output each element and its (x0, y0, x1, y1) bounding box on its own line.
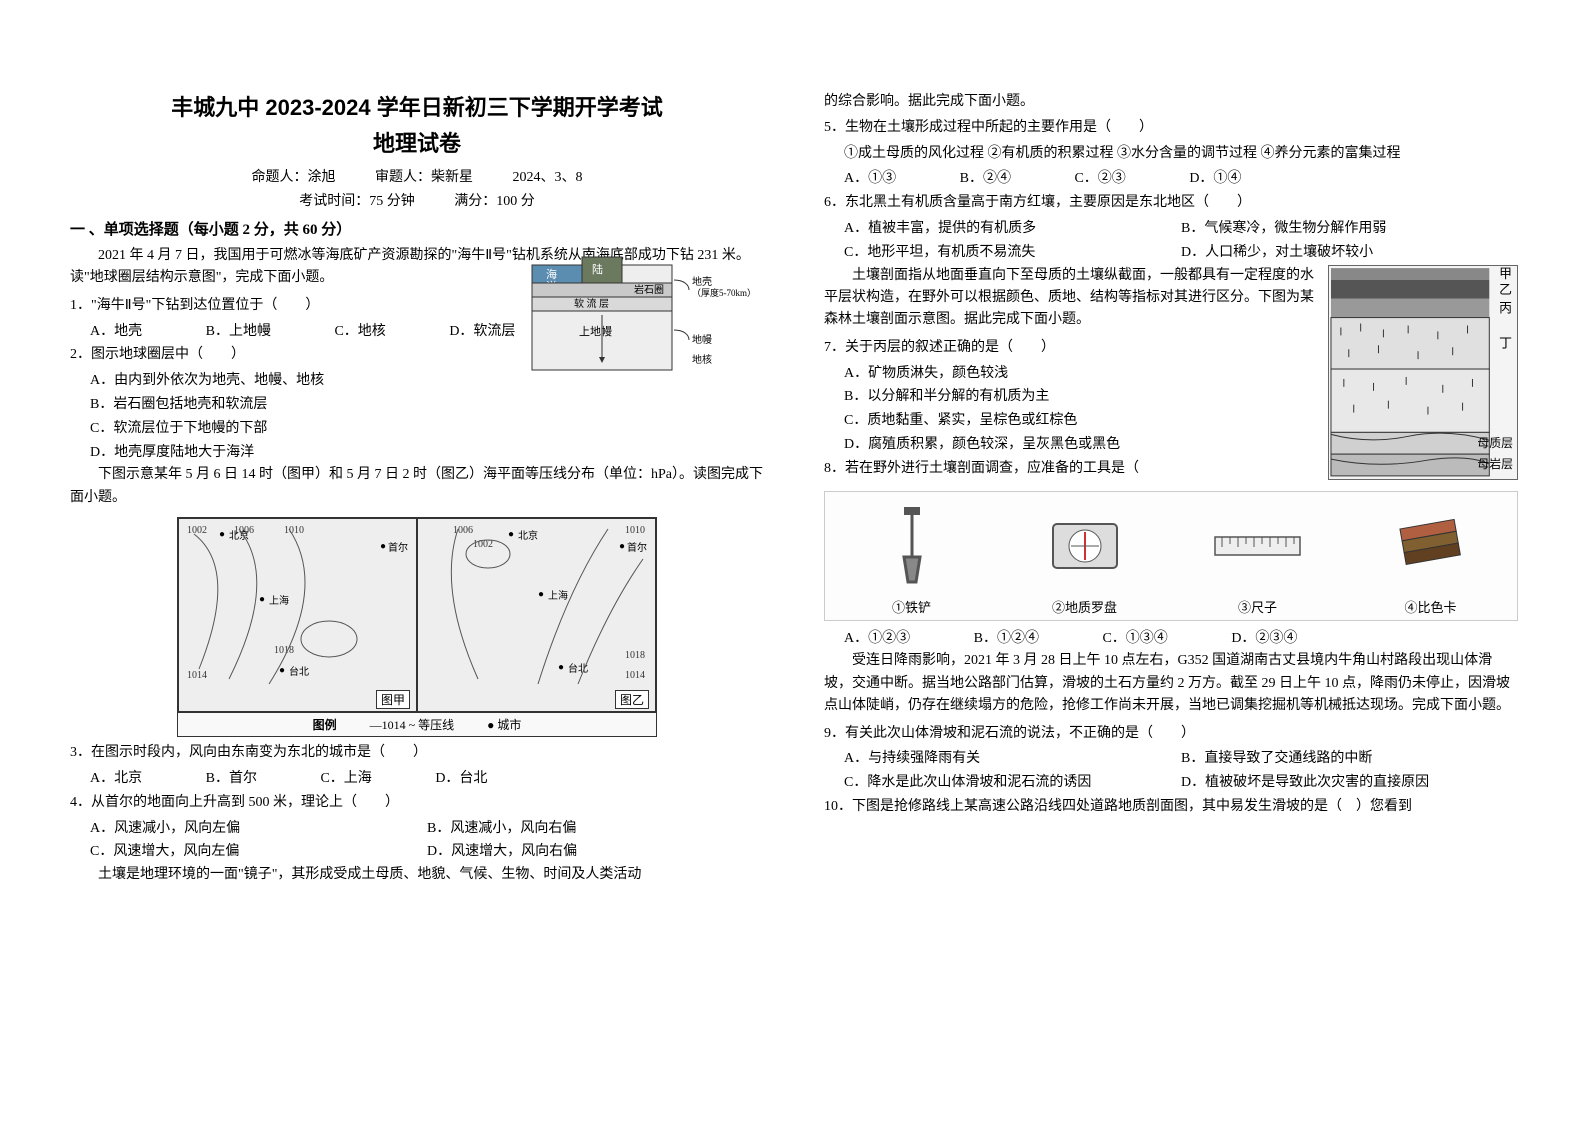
label-land: 陆 (592, 262, 603, 276)
isobar-maps: 1002 1006 1010 1014 1018 ●北京 ●首尔 ●上海 ●台北… (177, 517, 657, 737)
q6-opt-a: A．植被丰富，提供的有机质多 (844, 217, 1181, 241)
svg-text:（厚度5-70km）: （厚度5-70km） (692, 287, 756, 298)
meta-date: 2024、3、8 (513, 170, 583, 185)
q8-opt-a: A．①②③ (844, 627, 910, 651)
passage-5: 受连日降雨影响，2021 年 3 月 28 日上午 10 点左右，G352 国道… (824, 650, 1518, 717)
q2-opt-b: B．岩石圈包括地壳和软流层 (90, 393, 764, 417)
q4-opt-b: B．风速减小，风向右偏 (427, 817, 764, 841)
label-crust: 地壳 (692, 275, 712, 288)
q8-opt-b: B．①②④ (974, 627, 1039, 651)
passage-3-start: 土壤是地理环境的一面"镜子"，其形成受成土母质、地貌、气候、生物、时间及人类活动 (70, 864, 764, 886)
tools-figure: ①铁铲 ②地质罗盘 ③尺子 ④比色卡 (824, 491, 1518, 621)
q2-opt-c: C．软流层位于下地幔的下部 (90, 417, 764, 441)
passage-2: 下图示意某年 5 月 6 日 14 时（图甲）和 5 月 7 日 2 时（图乙）… (70, 464, 764, 509)
q1-opt-d: D．软流层 (449, 320, 515, 344)
compass-icon (998, 492, 1171, 597)
meta-row-1: 命题人：涂旭 审题人：柴新星 2024、3、8 (70, 166, 764, 186)
q6-opt-d: D．人口稀少，对土壤破坏较小 (1181, 241, 1518, 265)
right-column: 的综合影响。据此完成下面小题。 5．生物在土壤形成过程中所起的主要作用是（ ） … (794, 90, 1548, 1083)
q3-options: A．北京 B．首尔 C．上海 D．台北 (70, 767, 764, 791)
q5-opt-a: A．①③ (844, 167, 896, 191)
map-yi: 1006 1002 1010 1018 1014 ●北京 ●首尔 ●上海 ●台北… (417, 518, 656, 712)
maps-legend: 图例 —1014 ~ 等压线 ● 城市 (178, 712, 656, 736)
ruler-icon (1171, 492, 1344, 597)
svg-text:丁: 丁 (1499, 336, 1512, 350)
q3-opt-d: D．台北 (435, 767, 487, 791)
tool-colorcard: ④比色卡 (1344, 492, 1517, 620)
passage-3-cont: 的综合影响。据此完成下面小题。 (824, 90, 1518, 114)
q9-opt-b: B．直接导致了交通线路的中断 (1181, 747, 1518, 771)
q1-opt-c: C．地核 (334, 320, 385, 344)
q5-opt-d: D．①④ (1189, 167, 1241, 191)
label-core: 地核 (692, 353, 712, 366)
q4: 4．从首尔的地面向上升高到 500 米，理论上（ ） (70, 791, 764, 815)
q8-opt-c: C．①③④ (1102, 627, 1167, 651)
q9-options: A．与持续强降雨有关 B．直接导致了交通线路的中断 C．降水是此次山体滑坡和泥石… (824, 747, 1518, 795)
left-column: 丰城九中 2023-2024 学年日新初三下学期开学考试 地理试卷 命题人：涂旭… (40, 90, 794, 1083)
q4-opt-d: D．风速增大，风向右偏 (427, 840, 764, 864)
q6-opt-c: C．地形平坦，有机质不易流失 (844, 241, 1181, 265)
q5: 5．生物在土壤形成过程中所起的主要作用是（ ） (824, 116, 1518, 140)
meta-author: 命题人：涂旭 (252, 170, 336, 185)
svg-text:甲: 甲 (1499, 267, 1512, 281)
q4-opt-c: C．风速增大，风向左偏 (90, 840, 427, 864)
q5-opt-c: C．②③ (1074, 167, 1125, 191)
q9-opt-d: D．植被破坏是导致此次灾害的直接原因 (1181, 771, 1518, 795)
label-ocean: 海 (546, 267, 557, 281)
tool-ruler: ③尺子 (1171, 492, 1344, 620)
svg-text:乙: 乙 (1499, 282, 1512, 296)
q6-options: A．植被丰富，提供的有机质多 B．气候寒冷，微生物分解作用弱 C．地形平坦，有机… (824, 217, 1518, 265)
q1-opt-a: A．地壳 (90, 320, 142, 344)
q1-opt-b: B．上地幔 (206, 320, 271, 344)
q10: 10．下图是抢修路线上某高速公路沿线四处道路地质剖面图，其中易发生滑坡的是（ ）… (824, 795, 1518, 819)
q4-options: A．风速减小，风向左偏 B．风速减小，风向右偏 C．风速增大，风向左偏 D．风速… (70, 817, 764, 865)
meta-time: 考试时间：75 分钟 (299, 194, 415, 209)
q3: 3．在图示时段内，风向由东南变为东北的城市是（ ） (70, 741, 764, 765)
passage-1-wrap: 2021 年 4 月 7 日，我国用于可燃冰等海底矿产资源勘探的"海牛Ⅱ号"钻机… (70, 245, 764, 464)
tool-compass: ②地质罗盘 (998, 492, 1171, 620)
q6-opt-b: B．气候寒冷，微生物分解作用弱 (1181, 217, 1518, 241)
map-label-jia: 图甲 (376, 690, 410, 709)
q5-options: A．①③ B．②④ C．②③ D．①④ (824, 167, 1518, 191)
q8-opt-d: D．②③④ (1231, 627, 1297, 651)
label-lithosphere: 岩石圈 (634, 283, 664, 296)
svg-text:丙: 丙 (1499, 301, 1512, 315)
soil-profile-diagram: 甲 乙 丙 丁 母质层 母岩层 (1328, 265, 1518, 480)
map-jia: 1002 1006 1010 1014 1018 ●北京 ●首尔 ●上海 ●台北… (178, 518, 417, 712)
q9-opt-a: A．与持续强降雨有关 (844, 747, 1181, 771)
q3-opt-c: C．上海 (320, 767, 371, 791)
meta-reviewer: 审题人：柴新星 (375, 170, 473, 185)
colorcard-icon (1344, 492, 1517, 597)
meta-score: 满分：100 分 (454, 194, 535, 209)
meta-row-2: 考试时间：75 分钟 满分：100 分 (70, 190, 764, 210)
q9: 9．有关此次山体滑坡和泥石流的说法，不正确的是（ ） (824, 722, 1518, 746)
label-upper-mantle: 上地幔 (579, 325, 612, 338)
q2-options: A．由内到外依次为地壳、地幔、地核 B．岩石圈包括地壳和软流层 C．软流层位于下… (70, 369, 764, 464)
label-mantle: 地幔 (692, 333, 712, 346)
map-label-yi: 图乙 (615, 690, 649, 709)
q3-opt-b: B．首尔 (206, 767, 257, 791)
q6: 6．东北黑土有机质含量高于南方红壤，主要原因是东北地区（ ） (824, 191, 1518, 215)
svg-text:母岩层: 母岩层 (1477, 457, 1513, 471)
svg-text:母质层: 母质层 (1477, 436, 1513, 450)
shovel-icon (825, 492, 998, 597)
earth-structure-diagram: 海 洋 陆 岩石圈 软 流 层 上地幔 地壳 （厚度5-70km） 地幔 地核 (524, 235, 764, 375)
q2-opt-d: D．地壳厚度陆地大于海洋 (90, 441, 764, 465)
q5-opt-b: B．②④ (960, 167, 1011, 191)
q5-list: ①成土母质的风化过程 ②有机质的积累过程 ③水分含量的调节过程 ④养分元素的富集… (824, 142, 1518, 166)
tool-shovel: ①铁铲 (825, 492, 998, 620)
q3-opt-a: A．北京 (90, 767, 142, 791)
label-asthenosphere: 软 流 层 (574, 297, 609, 310)
q4-opt-a: A．风速减小，风向左偏 (90, 817, 427, 841)
exam-subject: 地理试卷 (70, 126, 764, 158)
exam-title: 丰城九中 2023-2024 学年日新初三下学期开学考试 (70, 90, 764, 122)
q9-opt-c: C．降水是此次山体滑坡和泥石流的诱因 (844, 771, 1181, 795)
q8-options: A．①②③ B．①②④ C．①③④ D．②③④ (824, 627, 1518, 651)
